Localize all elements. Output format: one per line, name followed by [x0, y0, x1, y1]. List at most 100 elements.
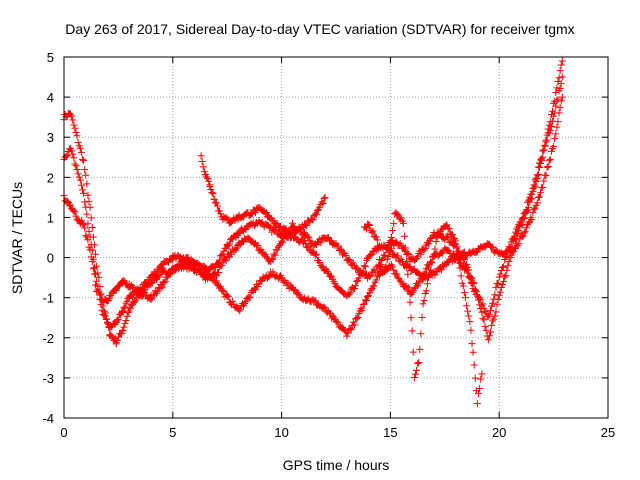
data-point: [455, 259, 463, 267]
data-point: [124, 308, 132, 316]
data-point: [217, 283, 225, 291]
data-point: [484, 312, 492, 320]
data-point: [537, 156, 545, 164]
plot-frame: [63, 56, 609, 419]
data-point: [95, 273, 103, 281]
data-point: [503, 252, 511, 260]
data-point: [500, 263, 508, 271]
data-point: [80, 189, 88, 197]
data-point: [123, 297, 131, 305]
data-point: [271, 251, 279, 259]
data-point: [506, 243, 514, 251]
y-tick-label: -1: [42, 291, 54, 306]
data-point: [321, 304, 329, 312]
data-point: [350, 321, 358, 329]
data-point: [213, 202, 221, 210]
data-point: [123, 312, 131, 320]
data-point: [463, 302, 471, 310]
y-tick-label: 5: [47, 50, 54, 65]
data-point: [236, 305, 244, 313]
data-point: [457, 272, 465, 280]
data-point: [269, 255, 277, 263]
data-point: [277, 223, 285, 231]
data-point: [424, 273, 432, 281]
data-point: [270, 250, 278, 258]
data-point: [80, 221, 88, 229]
data-point: [254, 241, 262, 249]
data-point: [344, 329, 352, 337]
data-point: [158, 264, 166, 272]
data-point: [368, 228, 376, 236]
data-point: [488, 302, 496, 310]
data-point: [354, 313, 362, 321]
data-point: [464, 307, 472, 315]
y-tick-label: 2: [47, 170, 54, 185]
data-point: [469, 278, 477, 286]
y-tick-label: -4: [42, 411, 54, 426]
data-point: [521, 228, 529, 236]
data-point: [77, 181, 85, 189]
data-point: [472, 248, 480, 256]
chart-title: Day 263 of 2017, Sidereal Day-to-day VTE…: [65, 21, 574, 37]
data-point: [347, 326, 355, 334]
data-point: [126, 304, 134, 312]
data-point: [329, 312, 337, 320]
y-tick-labels: -4 -3 -2 -1 0 1 2 3 4 5: [42, 50, 54, 426]
data-point: [82, 203, 90, 211]
data-point: [247, 210, 255, 218]
data-point: [540, 177, 548, 185]
data-point: [402, 244, 410, 252]
data-point: [508, 249, 516, 257]
data-point: [336, 245, 344, 253]
data-point: [302, 240, 310, 248]
data-point: [556, 85, 564, 93]
data-point: [486, 328, 494, 336]
data-point: [421, 245, 429, 253]
data-point: [210, 195, 218, 203]
data-point: [419, 300, 427, 308]
data-point: [500, 277, 508, 285]
data-point: [470, 279, 478, 287]
data-point: [399, 219, 407, 227]
series-track-e: [360, 209, 486, 408]
data-point: [369, 227, 377, 235]
data-point: [63, 152, 71, 160]
data-point: [556, 67, 564, 75]
data-point: [119, 307, 127, 315]
data-point: [543, 163, 551, 171]
data-point: [430, 250, 438, 258]
data-point: [410, 285, 418, 293]
data-point: [484, 336, 492, 344]
data-point: [228, 250, 236, 258]
data-point: [88, 223, 96, 231]
y-tick-label: -3: [42, 371, 54, 386]
data-point: [393, 210, 401, 218]
data-point: [203, 173, 211, 181]
data-point: [311, 297, 319, 305]
data-point: [343, 332, 351, 340]
data-point: [552, 88, 560, 96]
data-point: [90, 270, 98, 278]
data-point: [454, 249, 462, 257]
data-point: [482, 326, 490, 334]
data-point: [435, 229, 443, 237]
data-point: [365, 292, 373, 300]
data-point: [389, 263, 397, 271]
data-point: [522, 224, 530, 232]
data-point: [175, 261, 183, 269]
data-point: [334, 318, 342, 326]
data-point: [70, 121, 78, 129]
data-point: [320, 194, 328, 202]
data-point: [418, 314, 426, 322]
data-point: [459, 282, 467, 290]
data-point: [532, 175, 540, 183]
data-point: [479, 314, 487, 322]
data-point: [88, 258, 96, 266]
data-point: [477, 375, 485, 383]
data-point: [397, 214, 405, 222]
data-point: [413, 366, 421, 374]
data-point: [242, 298, 250, 306]
data-point: [420, 296, 428, 304]
data-point: [67, 201, 75, 209]
data-point: [224, 242, 232, 250]
